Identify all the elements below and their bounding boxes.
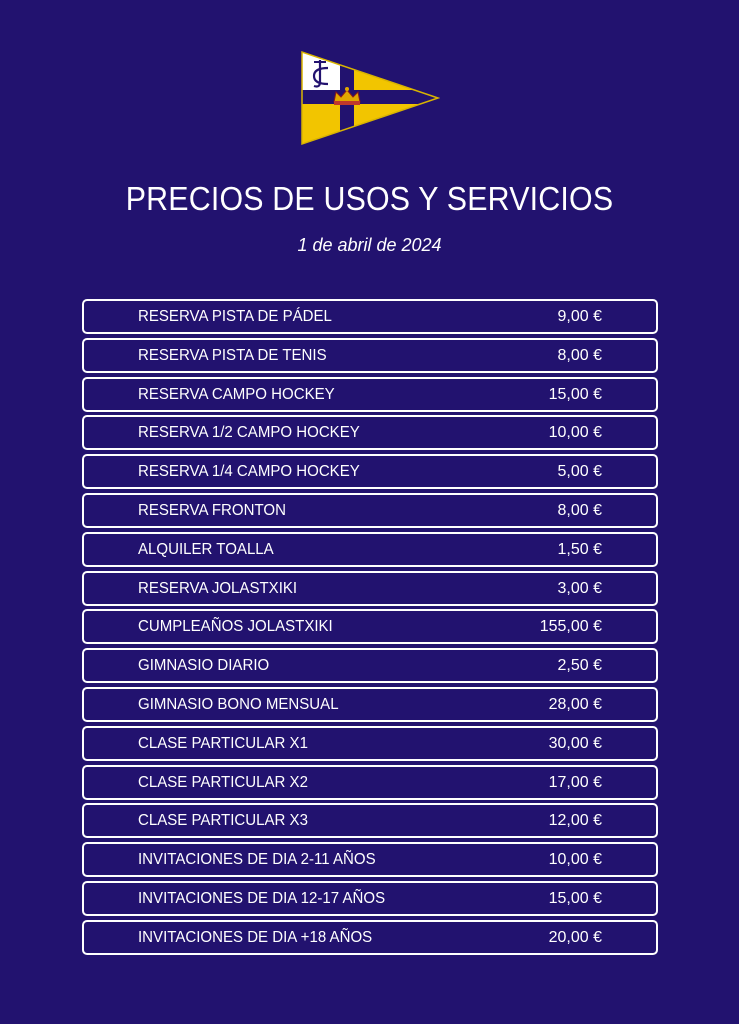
price-list: RESERVA PISTA DE PÁDEL 9,00 € RESERVA PIST… [82, 299, 658, 959]
price-row: CLASE PARTICULAR X3 12,00 € [82, 803, 658, 839]
price-row: INVITACIONES DE DIA 2-11 AÑOS 10,00 € [82, 842, 658, 878]
price-row: INVITACIONES DE DIA +18 AÑOS 20,00 € [82, 919, 658, 955]
service-name: RESERVA PISTA DE TENIS [138, 346, 327, 364]
price-row: RESERVA 1/2 CAMPO HOCKEY 10,00 € [82, 415, 658, 451]
service-name: CLASE PARTICULAR X2 [138, 773, 308, 791]
service-name: RESERVA 1/4 CAMPO HOCKEY [138, 463, 360, 481]
service-price: 15,00 € [548, 385, 602, 403]
price-row: RESERVA JOLASTXIKI 3,00 € [82, 570, 658, 606]
service-price: 1,50 € [557, 540, 602, 558]
service-price: 12,00 € [548, 812, 602, 830]
price-row: CLASE PARTICULAR X2 17,00 € [82, 764, 658, 800]
service-name: CLASE PARTICULAR X3 [138, 812, 308, 830]
price-row: RESERVA CAMPO HOCKEY 15,00 € [82, 376, 658, 412]
service-name: INVITACIONES DE DIA +18 AÑOS [138, 928, 373, 946]
service-name: GIMNASIO BONO MENSUAL [138, 695, 339, 713]
service-price: 17,00 € [548, 773, 602, 791]
service-name: RESERVA 1/2 CAMPO HOCKEY [138, 424, 360, 442]
price-row: CUMPLEAÑOS JOLASTXIKI 155,00 € [82, 609, 658, 645]
club-burgee-logo [301, 50, 440, 146]
page-title: PRECIOS DE USOS Y SERVICIOS [125, 180, 614, 217]
price-row: ALQUILER TOALLA 1,50 € [82, 531, 658, 567]
service-price: 10,00 € [548, 424, 602, 442]
service-price: 28,00 € [548, 695, 602, 713]
price-row: RESERVA FRONTON 8,00 € [82, 492, 658, 528]
effective-date: 1 de abril de 2024 [297, 235, 442, 255]
service-price: 15,00 € [548, 889, 602, 907]
service-price: 2,50 € [557, 657, 602, 675]
service-name: RESERVA CAMPO HOCKEY [138, 385, 335, 403]
service-price: 9,00 € [557, 308, 602, 325]
service-price: 8,00 € [557, 346, 602, 364]
service-price: 8,00 € [557, 501, 602, 519]
price-row: INVITACIONES DE DIA 12-17 AÑOS 15,00 € [82, 880, 658, 916]
service-name: RESERVA JOLASTXIKI [138, 579, 298, 597]
monogram-icon [312, 60, 329, 88]
service-price: 20,00 € [548, 928, 602, 946]
service-name: RESERVA PISTA DE PÁDEL [138, 308, 332, 325]
service-price: 30,00 € [548, 734, 602, 752]
price-row: GIMNASIO DIARIO 2,50 € [82, 648, 658, 684]
service-price: 3,00 € [557, 579, 602, 597]
crown-icon [333, 87, 361, 105]
price-row: RESERVA PISTA DE PÁDEL 9,00 € [82, 299, 658, 334]
service-price: 155,00 € [539, 618, 602, 636]
service-name: CUMPLEAÑOS JOLASTXIKI [138, 618, 333, 636]
price-row: RESERVA 1/4 CAMPO HOCKEY 5,00 € [82, 454, 658, 490]
service-price: 10,00 € [548, 851, 602, 869]
service-name: CLASE PARTICULAR X1 [138, 734, 308, 752]
service-price: 5,00 € [557, 463, 602, 481]
price-row: CLASE PARTICULAR X1 30,00 € [82, 725, 658, 761]
service-name: RESERVA FRONTON [138, 501, 286, 519]
service-name: INVITACIONES DE DIA 2-11 AÑOS [138, 851, 376, 869]
service-name: GIMNASIO DIARIO [138, 657, 270, 675]
price-row: RESERVA PISTA DE TENIS 8,00 € [82, 337, 658, 373]
price-row: GIMNASIO BONO MENSUAL 28,00 € [82, 686, 658, 722]
service-name: ALQUILER TOALLA [138, 540, 274, 558]
service-name: INVITACIONES DE DIA 12-17 AÑOS [138, 889, 386, 907]
